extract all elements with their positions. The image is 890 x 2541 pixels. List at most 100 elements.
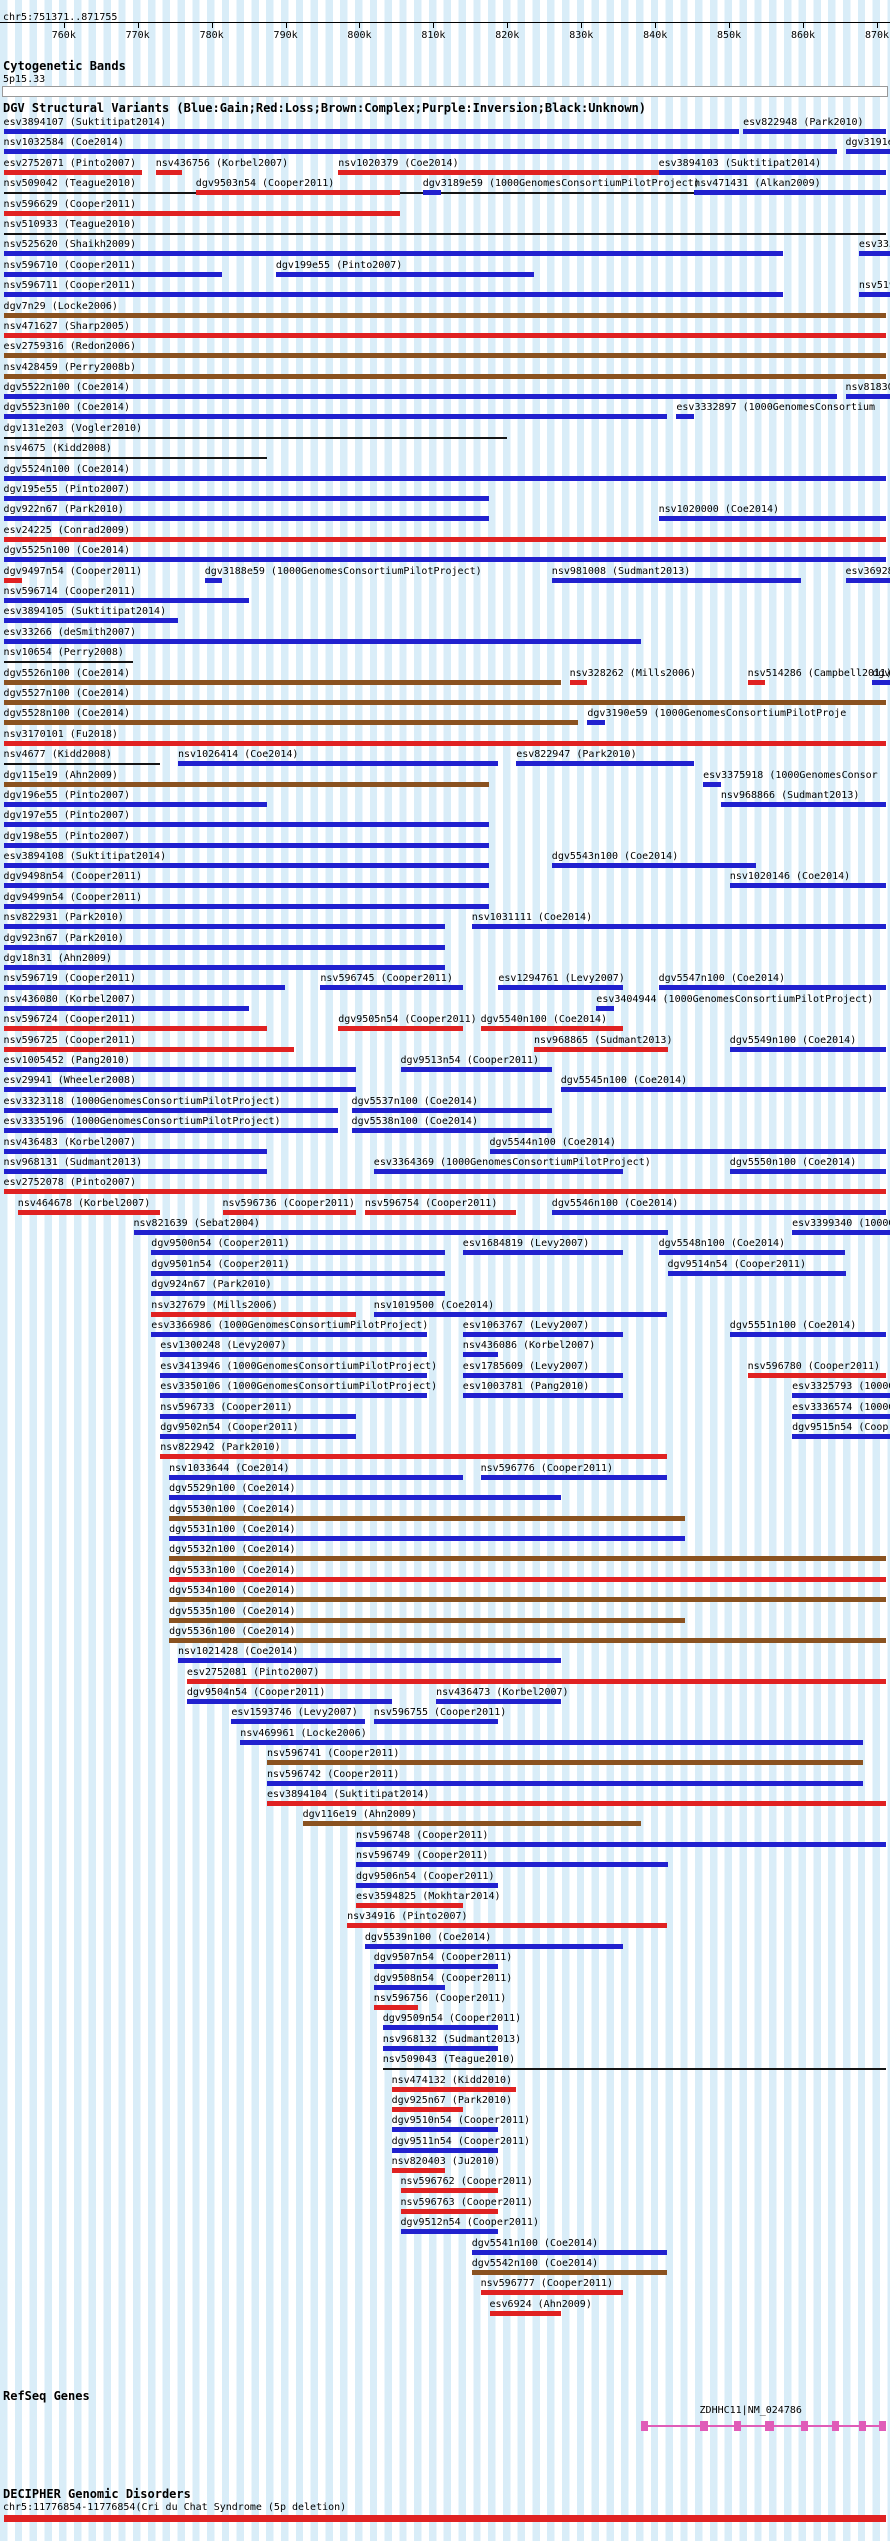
variant-bar[interactable]: [151, 1332, 428, 1338]
variant-bar[interactable]: [471, 924, 887, 930]
variant-bar[interactable]: [658, 985, 887, 991]
variant-bar[interactable]: [373, 1719, 499, 1725]
variant-bar[interactable]: [178, 1658, 561, 1664]
variant-bar[interactable]: [694, 190, 887, 196]
variant-bar[interactable]: [658, 169, 887, 175]
variant-bar[interactable]: [729, 1168, 887, 1174]
variant-bar[interactable]: [471, 2270, 668, 2276]
variant-bar[interactable]: [516, 761, 695, 767]
variant-bar[interactable]: [858, 251, 890, 257]
variant-bar[interactable]: [169, 1515, 686, 1521]
variant-bar[interactable]: [3, 251, 784, 257]
variant-bar[interactable]: [373, 1984, 445, 1990]
variant-bar[interactable]: [151, 1291, 445, 1297]
variant-bar[interactable]: [845, 394, 890, 400]
variant-bar[interactable]: [676, 414, 695, 420]
gene-exon[interactable]: [858, 2421, 866, 2432]
variant-bar[interactable]: [703, 781, 721, 787]
variant-bar[interactable]: [462, 1250, 623, 1256]
variant-bar[interactable]: [792, 1413, 890, 1419]
variant-bar[interactable]: [169, 1637, 887, 1643]
variant-bar[interactable]: [3, 965, 445, 971]
variant-bar[interactable]: [3, 536, 887, 542]
variant-bar[interactable]: [391, 2106, 463, 2112]
variant-bar[interactable]: [3, 210, 401, 216]
gene-line[interactable]: [640, 2425, 887, 2428]
variant-bar[interactable]: [569, 679, 588, 685]
gene-exon[interactable]: [640, 2421, 648, 2432]
variant-bar[interactable]: [320, 985, 463, 991]
variant-bar[interactable]: [3, 699, 887, 705]
variant-bar[interactable]: [338, 169, 672, 175]
variant-bar[interactable]: [391, 2147, 499, 2153]
variant-bar[interactable]: [160, 1372, 428, 1378]
variant-bar[interactable]: [338, 1026, 463, 1032]
gene-exon[interactable]: [734, 2421, 742, 2432]
variant-bar[interactable]: [462, 1332, 623, 1338]
variant-bar[interactable]: [498, 985, 623, 991]
gene-exon[interactable]: [801, 2421, 809, 2432]
variant-bar[interactable]: [3, 1168, 267, 1174]
variant-bar[interactable]: [462, 1372, 623, 1378]
variant-bar[interactable]: [169, 1576, 887, 1582]
variant-bar[interactable]: [400, 2208, 499, 2214]
variant-bar[interactable]: [3, 373, 887, 379]
variant-bar[interactable]: [3, 1066, 356, 1072]
variant-bar[interactable]: [400, 2188, 499, 2194]
variant-bar[interactable]: [480, 1474, 668, 1480]
variant-bar[interactable]: [471, 2249, 668, 2255]
variant-bar[interactable]: [792, 1393, 890, 1399]
variant-bar[interactable]: [3, 763, 161, 766]
variant-bar[interactable]: [3, 1005, 250, 1011]
gene-exon[interactable]: [765, 2421, 775, 2432]
variant-bar[interactable]: [240, 1739, 864, 1745]
variant-bar[interactable]: [382, 2045, 499, 2051]
variant-bar[interactable]: [560, 1087, 887, 1093]
variant-bar[interactable]: [845, 577, 890, 583]
variant-bar[interactable]: [391, 2168, 445, 2174]
variant-bar[interactable]: [872, 679, 890, 685]
variant-bar[interactable]: [858, 292, 890, 298]
variant-bar[interactable]: [3, 801, 267, 807]
variant-bar[interactable]: [747, 1372, 887, 1378]
variant-bar[interactable]: [436, 1699, 561, 1705]
variant-bar[interactable]: [3, 169, 143, 175]
variant-bar[interactable]: [551, 863, 757, 869]
variant-bar[interactable]: [462, 1352, 499, 1358]
variant-bar[interactable]: [3, 781, 490, 787]
variant-bar[interactable]: [3, 1026, 267, 1032]
variant-bar[interactable]: [356, 1841, 887, 1847]
variant-bar[interactable]: [480, 1026, 623, 1032]
variant-bar[interactable]: [364, 1209, 517, 1215]
variant-bar[interactable]: [382, 2025, 499, 2031]
variant-bar[interactable]: [3, 863, 490, 869]
variant-bar[interactable]: [267, 1760, 864, 1766]
variant-bar[interactable]: [160, 1413, 356, 1419]
variant-bar[interactable]: [391, 2127, 499, 2133]
variant-bar[interactable]: [231, 1719, 365, 1725]
variant-bar[interactable]: [373, 2004, 419, 2010]
variant-bar[interactable]: [845, 149, 890, 155]
variant-bar[interactable]: [373, 1168, 623, 1174]
variant-bar[interactable]: [3, 1189, 887, 1195]
variant-bar[interactable]: [3, 944, 445, 950]
variant-bar[interactable]: [720, 801, 887, 807]
variant-bar[interactable]: [151, 1270, 445, 1276]
variant-bar[interactable]: [351, 1128, 552, 1134]
variant-bar[interactable]: [658, 1250, 846, 1256]
variant-bar[interactable]: [151, 1250, 445, 1256]
variant-bar[interactable]: [3, 149, 837, 155]
variant-bar[interactable]: [222, 1209, 356, 1215]
variant-bar[interactable]: [373, 1964, 499, 1970]
variant-bar[interactable]: [3, 720, 579, 726]
variant-bar[interactable]: [347, 1923, 668, 1929]
variant-bar[interactable]: [3, 312, 887, 318]
variant-bar[interactable]: [747, 679, 766, 685]
variant-bar[interactable]: [400, 2229, 499, 2235]
variant-bar[interactable]: [3, 557, 887, 563]
variant-bar[interactable]: [3, 271, 223, 277]
variant-bar[interactable]: [3, 457, 267, 460]
gene-exon[interactable]: [832, 2421, 840, 2432]
variant-bar[interactable]: [3, 883, 490, 889]
variant-bar[interactable]: [275, 271, 534, 277]
